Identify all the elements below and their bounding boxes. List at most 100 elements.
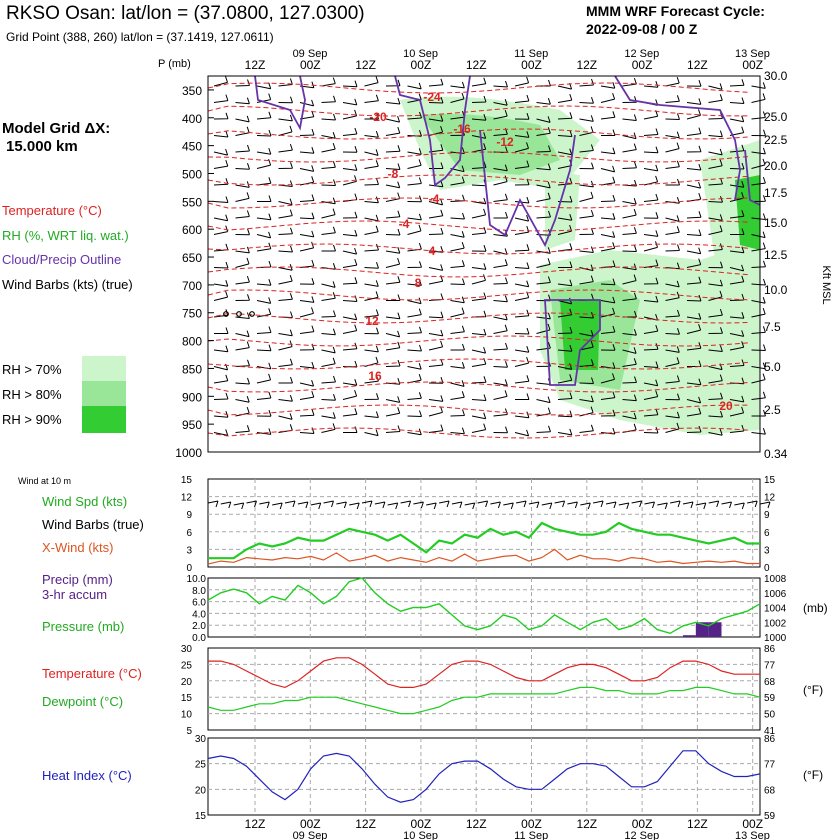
wind-barb-73 (665, 113, 680, 120)
height-label: 12.5 (764, 248, 788, 262)
wind-barb-60 (385, 115, 401, 123)
wind-barb-186 (299, 194, 315, 202)
wind-barb-223 (536, 210, 551, 219)
wind-barb-280 (643, 241, 658, 252)
wind-barb-561 (536, 425, 551, 433)
wind-barb-371 (364, 309, 379, 318)
surface-wind-barb (721, 501, 732, 509)
precip-ytick-label: 6.0 (192, 598, 206, 609)
temperature-ftick-label: 77 (764, 660, 776, 671)
wind-barb-430 (514, 346, 530, 353)
wind-barb-542 (686, 407, 702, 417)
wind-barb-232 (729, 210, 745, 219)
wind-barb-104 (213, 148, 229, 156)
surface-wind-barb (259, 501, 270, 509)
wind-barb-14 (514, 76, 530, 87)
wind-barb-323 (450, 278, 465, 285)
wind-barb-85 (364, 131, 379, 138)
wind-barb-17 (579, 78, 594, 87)
surface-wind-barb (284, 500, 296, 508)
wind-barb-33 (364, 94, 379, 103)
wind-barb-409 (622, 329, 637, 336)
surface-wind-barb (413, 501, 424, 509)
wind-barb-181 (751, 176, 766, 186)
wind-barb-265 (321, 244, 336, 252)
wind-barb-36 (428, 96, 444, 104)
wind-barb-281 (665, 244, 680, 252)
wind-barb-365 (235, 312, 250, 319)
wind-barb-199 (579, 191, 594, 202)
wind-barb-222 (514, 214, 530, 222)
wind-barb-290 (299, 259, 315, 268)
grid-point-label: Grid Point (388, 260) lat/lon = (37.1419… (6, 30, 274, 44)
wind-barb-19 (622, 77, 637, 87)
top-date-label: 12 Sep (624, 48, 659, 60)
wind-barb-550 (299, 427, 315, 434)
wind-barb-552 (343, 426, 358, 433)
legend-surface-wind-barbs: Wind Barbs (true) (42, 517, 144, 532)
wind-barb-344 (342, 295, 358, 302)
wind-barb-86 (385, 126, 401, 136)
wind-barb-513 (622, 394, 637, 402)
wind-barb-363 (751, 297, 766, 304)
wind-barb-335 (708, 279, 723, 287)
wind-barb-3 (278, 78, 293, 87)
wind-barb-522 (256, 410, 272, 417)
wind-barb-436 (643, 343, 659, 351)
wind-barb-112 (385, 145, 401, 153)
wind-barb-221 (493, 211, 508, 219)
heat-index-ftick-label: 86 (764, 734, 776, 745)
wind-barb-486 (600, 373, 615, 384)
wind-barb-161 (321, 179, 336, 186)
wind-barb-61 (407, 111, 422, 120)
wind-barb-533 (493, 408, 508, 417)
wind-barb-285 (751, 242, 766, 252)
surface-wind-barb (734, 502, 745, 510)
legend-sfc-temperature: Temperature (°C) (42, 666, 142, 681)
pressure-ytick-label: 1006 (764, 589, 787, 600)
wind-barb-110 (342, 146, 358, 153)
wind-barb-124 (643, 146, 659, 154)
wind-barb-81 (278, 125, 293, 136)
wind-barb-22 (686, 80, 702, 87)
wind-barb-111 (364, 149, 379, 156)
wind-barb-501 (364, 393, 379, 400)
wind-barb-381 (579, 311, 594, 319)
wind-barb-245 (450, 231, 465, 238)
legend-rh90-swatch (82, 406, 126, 433)
wind-barb-93 (536, 127, 551, 136)
bottom-date-label: 11 Sep (514, 830, 548, 840)
wind-barb-165 (407, 177, 422, 186)
top-time-label: 12Z (576, 58, 597, 72)
surface-wind-barb (708, 500, 720, 508)
wind-barb-32 (342, 98, 358, 106)
legend-crosswind: X-Wind (kts) (42, 540, 114, 555)
wind-barb-460 (600, 362, 616, 369)
wind-barb-279 (622, 245, 637, 252)
wind-ytick-label-right: 12 (764, 493, 776, 504)
wind-barb-403 (493, 324, 508, 334)
wind-barb-500 (342, 389, 358, 400)
wind-barb-504 (428, 395, 444, 402)
wind-barb-437 (665, 346, 680, 353)
wind-barb-526 (342, 408, 358, 417)
legend-pressure: Pressure (mb) (42, 619, 125, 634)
wind-barb-404 (514, 327, 530, 335)
bottom-date-label: 10 Sep (403, 830, 438, 840)
wind-barb-440 (729, 341, 745, 351)
wind-barb-475 (364, 374, 379, 384)
wind-barb-339 (235, 294, 250, 301)
wind-barb-263 (278, 245, 293, 253)
wind-barb-401 (450, 325, 465, 334)
wind-barb-429 (493, 342, 508, 351)
cloud-outline-1 (394, 75, 471, 187)
wind-barb-489 (665, 375, 680, 384)
wind-barb-225 (579, 209, 594, 219)
wind-barb-174 (600, 176, 616, 186)
wind-barb-375 (450, 307, 465, 318)
wind-barb-268 (385, 247, 401, 254)
wind-barb-107 (278, 143, 293, 153)
temperature-ftick-label: 68 (764, 677, 776, 688)
pressure-level-label: 550 (182, 195, 202, 209)
wind-barb-530 (428, 406, 443, 417)
